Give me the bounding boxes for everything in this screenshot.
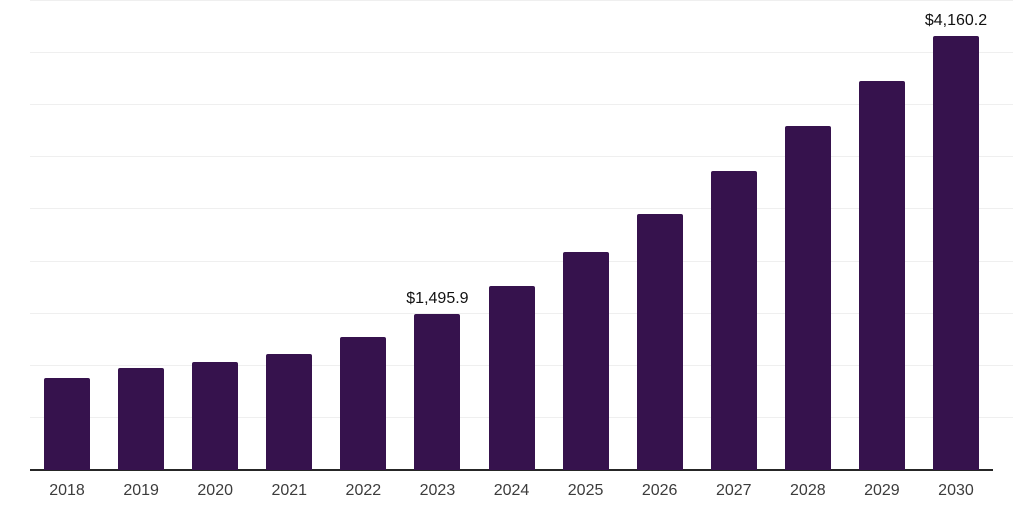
bar-2019 [118,367,165,470]
gridline [30,104,1013,106]
x-axis-label-2030: 2030 [938,482,974,499]
bar-slot-2025 [549,1,623,470]
x-axis-label-2025: 2025 [567,482,604,499]
bar-2023 [414,314,461,470]
bar-2029 [858,81,905,470]
x-axis-label-2022: 2022 [345,482,382,499]
value-label-2023: $1,495.9 [406,290,469,308]
bar-slot-2023: $1,495.9 [400,1,474,470]
x-axis-label-2027: 2027 [715,482,752,499]
x-axis-label-2020: 2020 [197,482,233,499]
gridline [30,0,1013,1]
bars-container: $1,495.9 $4,160.2 [30,1,993,470]
bar-2027 [710,171,757,470]
bar-slot-2027 [697,1,771,470]
bar-slot-2024 [474,1,548,470]
bar-slot-2028 [771,1,845,470]
x-axis-label-2021: 2021 [271,482,308,499]
bar-slot-2030: $4,160.2 [919,1,993,470]
gridline [30,260,1013,262]
bar-slot-2018 [30,1,104,470]
x-axis-line [30,469,993,471]
x-axis-label-2024: 2024 [493,482,530,499]
bar-2024 [488,285,535,470]
x-axis-label-2029: 2029 [864,482,900,499]
bar-slot-2026 [623,1,697,470]
bar-slot-2020 [178,1,252,470]
bar-2030 [932,36,979,470]
x-axis-label-2028: 2028 [790,482,826,499]
bar-2026 [636,213,683,470]
bar-slot-2019 [104,1,178,470]
bar-2028 [784,126,831,470]
bar-2025 [562,251,609,470]
gridline [30,52,1013,54]
bar-2021 [266,353,313,470]
bar-2018 [44,377,91,470]
gridline [30,156,1013,158]
x-axis-label-2026: 2026 [641,482,678,499]
bar-2020 [192,361,239,470]
bar-2022 [340,336,387,470]
gridline [30,208,1013,210]
value-label-2030: $4,160.2 [924,12,988,30]
bar-slot-2022 [326,1,400,470]
x-axis-label-2018: 2018 [49,482,85,499]
bar-slot-2029 [845,1,919,470]
bar-slot-2021 [252,1,326,470]
x-axis-label-2019: 2019 [123,482,159,499]
x-axis-labels: 2018 2019 2020 2021 2022 2023 2024 2025 2026 2027… [30,481,993,500]
x-axis-label-2023: 2023 [419,482,456,499]
